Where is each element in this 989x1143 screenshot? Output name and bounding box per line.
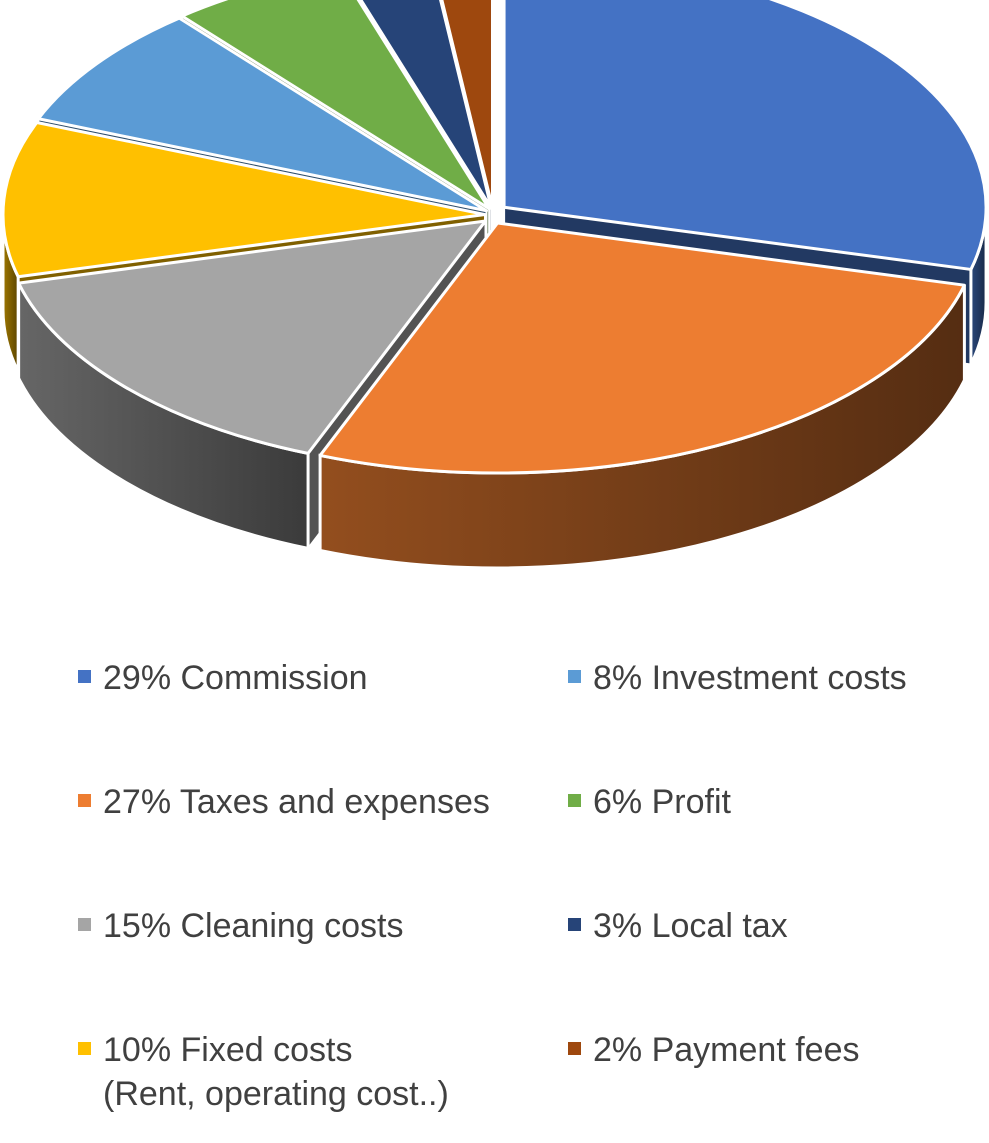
legend-swatch: [78, 794, 91, 807]
legend-swatch: [568, 1042, 581, 1055]
legend-item: 8% Investment costs: [568, 656, 907, 700]
legend-sublabel: (Rent, operating cost..): [103, 1075, 449, 1113]
legend-item: 6% Profit: [568, 780, 731, 824]
slice-7: [440, 0, 494, 210]
legend-item: 2% Payment fees: [568, 1028, 859, 1072]
slice-6: [359, 0, 493, 210]
slice-5: [180, 0, 491, 211]
legend-swatch: [568, 670, 581, 683]
legend-label-text: 10% Fixed costs: [103, 1031, 353, 1069]
slice-4: [36, 16, 489, 213]
legend-item: 10% Fixed costs (Rent, operating cost..): [78, 1028, 449, 1116]
legend-item: 29% Commission: [78, 656, 368, 700]
legend-label: 3% Local tax: [593, 904, 788, 948]
legend-label: 6% Profit: [593, 780, 731, 824]
legend-label-text: 15% Cleaning costs: [103, 907, 404, 945]
legend-label: 8% Investment costs: [593, 656, 907, 700]
legend-label-text: 29% Commission: [103, 659, 368, 697]
legend: 29% Commission 27% Taxes and expenses 15% …: [0, 650, 989, 1130]
slice-3: [1, 121, 487, 279]
pie-tops: [1, 0, 988, 475]
legend-label: 10% Fixed costs (Rent, operating cost..): [103, 1028, 449, 1116]
legend-label: 15% Cleaning costs: [103, 904, 404, 948]
slice-2: [17, 219, 487, 455]
legend-label: 2% Payment fees: [593, 1028, 859, 1072]
pie-chart-svg: [1, 0, 988, 570]
legend-label-text: 2% Payment fees: [593, 1031, 860, 1069]
legend-label-text: 8% Investment costs: [593, 659, 907, 697]
legend-label-text: 27% Taxes and expenses: [103, 783, 490, 821]
legend-label-text: 6% Profit: [593, 783, 731, 821]
legend-item: 15% Cleaning costs: [78, 904, 404, 948]
legend-swatch: [78, 670, 91, 683]
legend-label: 29% Commission: [103, 656, 368, 700]
legend-item: 3% Local tax: [568, 904, 788, 948]
legend-swatch: [78, 1042, 91, 1055]
legend-swatch: [568, 794, 581, 807]
pie-chart: [1, 0, 988, 570]
legend-label-text: 3% Local tax: [593, 907, 788, 945]
legend-label: 27% Taxes and expenses: [103, 780, 490, 824]
legend-swatch: [78, 918, 91, 931]
legend-swatch: [568, 918, 581, 931]
slice-1: [318, 221, 966, 475]
legend-item: 27% Taxes and expenses: [78, 780, 490, 824]
slice-0: [502, 0, 988, 271]
